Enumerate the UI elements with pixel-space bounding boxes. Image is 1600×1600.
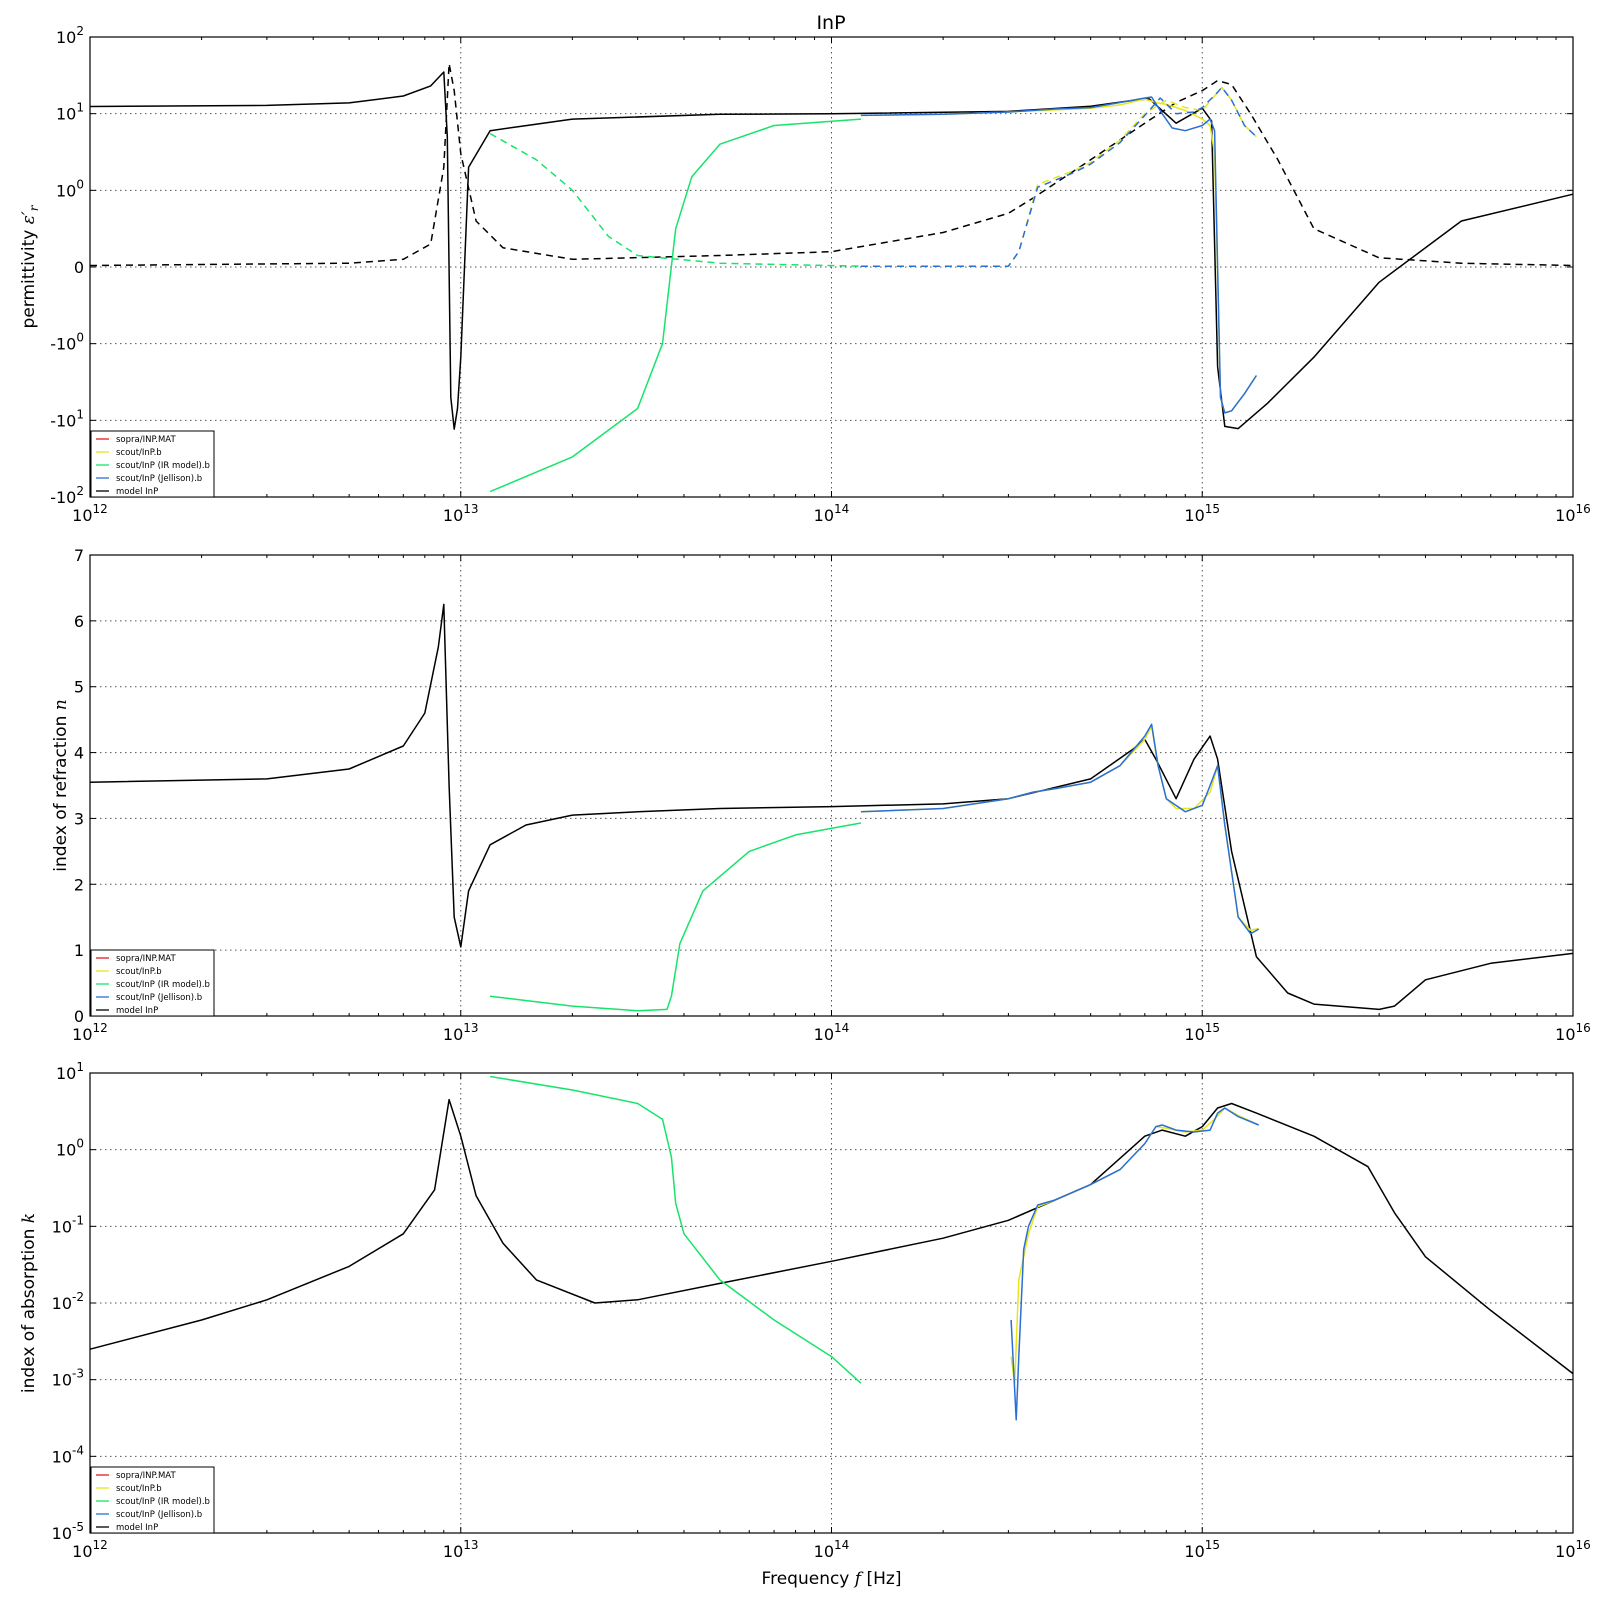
series-line-jellison-k [1010,1107,1259,1421]
legend-label: scout/InP.b [116,448,162,458]
series-group [89,603,1574,1012]
y-tick-label: 100 [56,1137,84,1160]
grid [90,1073,1573,1533]
series-line-scout-real [860,98,1258,414]
legend-label: sopra/INP.MAT [116,954,176,964]
grid [90,555,1573,1016]
legend-box [90,1466,215,1534]
y-tick-label: 6 [74,612,84,631]
series-line-jellison-imag [860,86,1257,267]
legend-label: model InP [116,487,158,497]
legend-label: scout/InP (IR model).b [116,461,210,471]
absorption-index-panel: 1012 1013 1014 1015 1016 101 100 10-1 10-2 10-3 10… [19,1060,1591,1589]
legend-label: sopra/INP.MAT [116,1471,176,1481]
legend-label: scout/InP (IR model).b [116,980,210,990]
y-tick-label: 4 [74,744,84,763]
series-line-scout-imag [860,86,1257,267]
y-tick-label: -101 [50,407,84,430]
x-axis-label: Frequency f [Hz] [762,1569,902,1589]
x-tick-label: 1013 [443,1538,479,1561]
refraction-index-panel: 1012 1013 1014 1015 1016 0 1 2 3 4 5 6 7 index of ref… [51,546,1591,1044]
y-tick-label: 10-4 [52,1443,84,1466]
y-tick-label: 0 [74,1007,84,1026]
legend-label: model InP [116,1006,158,1016]
grid [90,37,1573,497]
series-line-ir-k [489,1075,862,1384]
y-tick-label: 0 [74,258,84,277]
y-tick-label: 100 [56,177,84,200]
x-tick-label: 1016 [1555,1538,1591,1561]
legend-label: scout/InP (Jellison).b [116,993,202,1003]
y-axis-label: index of absorption k [19,1213,39,1393]
x-tick-label: 1013 [443,1021,479,1044]
x-tick-label: 1015 [1184,502,1220,525]
legend-label: scout/InP (IR model).b [116,1497,210,1507]
legend: sopra/INP.MAT scout/InP.b scout/InP (IR mo… [90,949,215,1017]
y-axis-label: permittivity ε′r [19,204,41,328]
x-tick-label: 1012 [72,1021,108,1044]
series-line-model-k [89,1098,1574,1375]
y-tick-label: 102 [56,24,84,47]
legend-box [90,430,215,498]
x-tick-label: 1016 [1555,1021,1591,1044]
series-line-ir-n [490,822,862,1012]
figure-title: InP [816,12,845,34]
legend-label: scout/InP (Jellison).b [116,1510,202,1520]
x-tick-label: 1013 [443,502,479,525]
y-tick-label: 101 [56,101,84,124]
series-group [89,1075,1574,1421]
series-line-model-imag [89,62,1574,267]
ticks [89,1072,1573,1534]
legend-label: scout/InP.b [116,967,162,977]
series-group [89,62,1574,493]
legend-label: scout/InP.b [116,1484,162,1494]
y-tick-label: 2 [74,875,84,894]
y-tick-label: 1 [74,941,84,960]
ticks [89,554,1573,1017]
permittivity-panel: 1012 1013 1014 1015 1016 102 101 100 0 -100 -101 -1… [19,24,1591,525]
series-line-model-n [89,603,1574,1011]
series-line-scout-k [1010,1107,1260,1384]
series-line-jellison-n [860,723,1260,935]
series-line-ir-imag [489,132,861,267]
y-tick-label: 7 [74,546,84,565]
legend: sopra/INP.MAT scout/InP.b scout/InP (IR mo… [90,1466,215,1534]
y-axis-label: index of refraction n [51,699,71,871]
x-tick-label: 1012 [72,502,108,525]
series-line-jellison-real [860,96,1258,414]
series-line-ir-real [489,118,861,493]
y-tick-label: 10-1 [52,1213,84,1236]
x-tick-label: 1016 [1555,502,1591,525]
legend-label: scout/InP (Jellison).b [116,474,202,484]
legend-label: sopra/INP.MAT [116,435,176,445]
x-tick-label: 1014 [814,502,850,525]
y-tick-label: -100 [50,331,84,354]
y-tick-label: 10-5 [52,1520,84,1543]
x-tick-label: 1012 [72,1538,108,1561]
legend-label: model InP [116,1523,158,1533]
x-tick-label: 1014 [814,1538,850,1561]
x-tick-label: 1015 [1184,1538,1220,1561]
x-tick-label: 1014 [814,1021,850,1044]
y-tick-label: 101 [56,1060,84,1083]
legend: sopra/INP.MAT scout/InP.b scout/InP (IR mo… [90,430,215,498]
series-line-scout-n [860,725,1259,932]
legend-box [90,949,215,1017]
y-tick-label: 3 [74,809,84,828]
ticks [89,36,1573,498]
series-line-model-real [89,71,1574,430]
y-tick-label: 10-2 [52,1290,84,1313]
x-tick-label: 1015 [1184,1021,1220,1044]
y-tick-label: -102 [50,484,84,507]
y-tick-label: 5 [74,678,84,697]
y-tick-label: 10-3 [52,1367,84,1390]
